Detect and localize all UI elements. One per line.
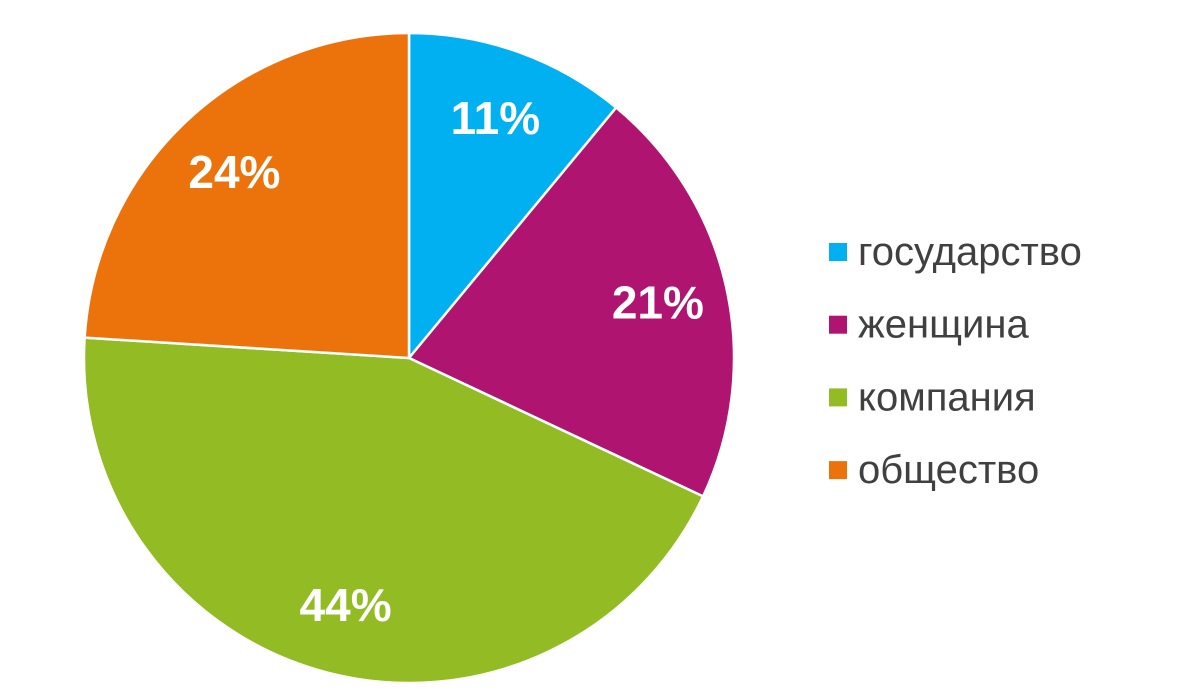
- legend-swatch: [829, 243, 847, 261]
- legend-label: общество: [858, 448, 1039, 492]
- legend-label: женщина: [858, 303, 1029, 347]
- legend-label: компания: [858, 375, 1036, 419]
- pie-slice: [82, 336, 705, 685]
- pie-slice: [407, 105, 736, 499]
- pie-slice: [407, 31, 618, 362]
- legend-label: государство: [858, 230, 1082, 274]
- legend-swatch: [829, 315, 847, 334]
- value-label: 44%: [300, 579, 392, 631]
- value-label: 11%: [451, 92, 541, 144]
- value-label: 21%: [612, 276, 704, 328]
- value-label: 24%: [188, 146, 280, 198]
- legend-swatch: [829, 461, 847, 480]
- pie-slice: [83, 31, 411, 360]
- legend-swatch: [829, 388, 847, 407]
